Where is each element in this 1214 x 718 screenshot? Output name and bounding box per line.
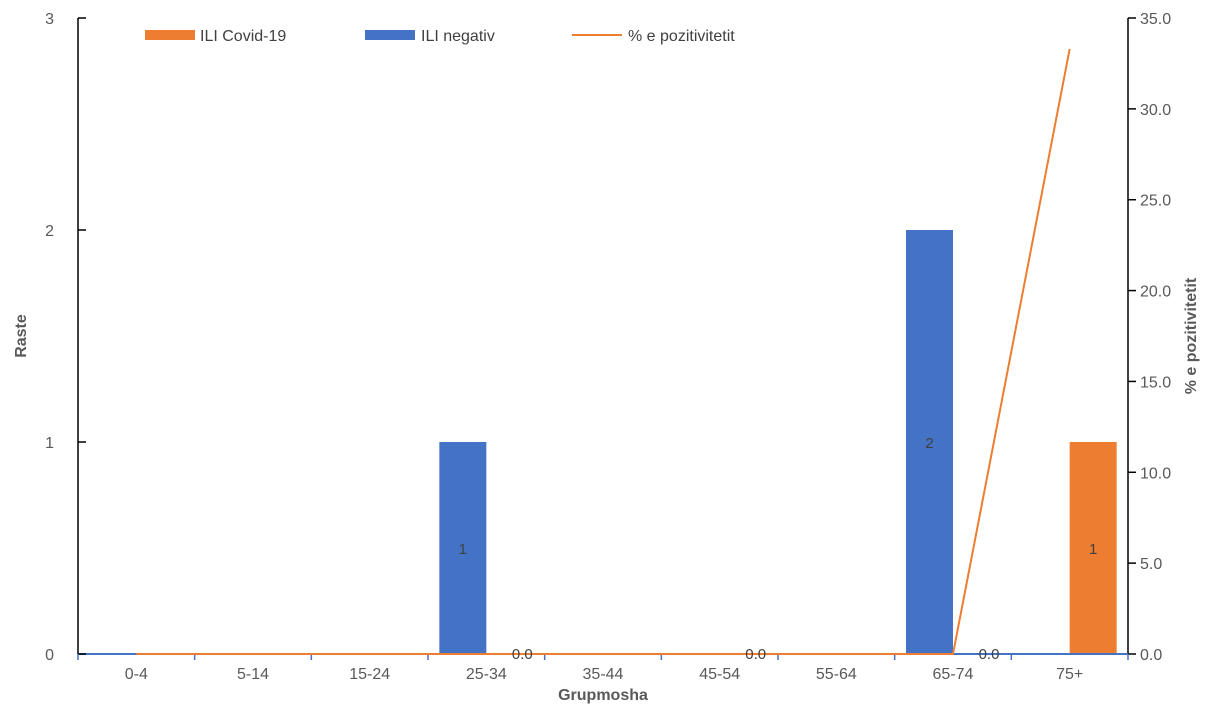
right-y-tick-label: 10.0	[1140, 465, 1171, 482]
left-y-tick-label: 1	[45, 435, 54, 452]
right-y-axis-title: % e pozitivitetit	[1183, 277, 1200, 394]
x-tick-label: 45-54	[699, 666, 740, 683]
bar-ili-covid	[1069, 442, 1117, 654]
data-label: 0.0	[512, 646, 533, 663]
series-line-pct-pozitivitetit	[136, 48, 1071, 655]
data-labels-layer: 1 2 1 0.0 0.0 0.0	[459, 435, 1098, 663]
x-tick-label: 15-24	[349, 666, 390, 683]
left-y-tick-label: 0	[45, 647, 54, 664]
right-y-tick-label: 25.0	[1140, 193, 1171, 210]
legend-label-ili-negativ: ILI negativ	[421, 28, 495, 45]
left-y-tick-label: 2	[45, 223, 54, 240]
legend-label-ili-covid: ILI Covid-19	[200, 28, 286, 45]
data-label: 1	[459, 541, 467, 558]
right-y-tick-label: 15.0	[1140, 374, 1171, 391]
x-tick-label: 75+	[1056, 666, 1083, 683]
right-y-tick-label: 5.0	[1140, 556, 1162, 573]
x-tick-label: 35-44	[583, 666, 624, 683]
legend-swatch-ili-covid	[145, 30, 195, 40]
data-label: 0.0	[979, 646, 1000, 663]
x-axis-title: Grupmosha	[558, 687, 648, 704]
bar-ili-negativ	[439, 442, 487, 654]
left-y-axis-title: Raste	[13, 314, 30, 358]
right-y-tick-label: 20.0	[1140, 284, 1171, 301]
left-y-tick-label: 3	[45, 11, 54, 28]
bars-layer	[439, 230, 1117, 654]
legend-label-pct-pozitivitetit: % e pozitivitetit	[628, 28, 735, 45]
x-tick-label: 5-14	[237, 666, 269, 683]
legend: ILI Covid-19 ILI negativ % e pozitivitet…	[145, 28, 735, 45]
x-tick-label: 25-34	[466, 666, 507, 683]
data-label: 0.0	[745, 646, 766, 663]
x-tick-label: 55-64	[816, 666, 857, 683]
x-tick-label: 65-74	[933, 666, 974, 683]
data-label: 1	[1089, 541, 1097, 558]
legend-swatch-ili-negativ	[365, 30, 415, 40]
data-label: 2	[925, 435, 933, 452]
right-y-tick-label: 30.0	[1140, 102, 1171, 119]
right-y-tick-label: 0.0	[1140, 647, 1162, 664]
x-tick-label: 0-4	[125, 666, 148, 683]
bar-ili-negativ	[906, 230, 953, 654]
right-y-tick-label: 35.0	[1140, 11, 1171, 28]
